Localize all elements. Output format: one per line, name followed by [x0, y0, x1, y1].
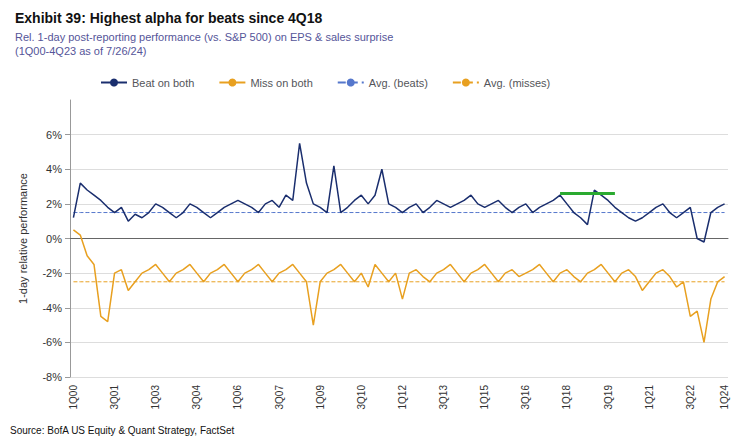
svg-text:3Q22: 3Q22 [685, 385, 696, 410]
svg-text:0%: 0% [46, 233, 62, 245]
svg-text:2%: 2% [46, 198, 62, 210]
svg-text:1Q24: 1Q24 [719, 385, 730, 410]
svg-text:4%: 4% [46, 163, 62, 175]
svg-text:1Q21: 1Q21 [644, 385, 655, 410]
svg-text:Beat on both: Beat on both [132, 77, 194, 89]
svg-text:3Q19: 3Q19 [603, 385, 614, 410]
svg-text:3Q04: 3Q04 [191, 385, 202, 410]
svg-text:1Q15: 1Q15 [479, 385, 490, 410]
svg-text:1-day relative performance: 1-day relative performance [17, 173, 29, 304]
svg-text:3Q16: 3Q16 [520, 385, 531, 410]
svg-text:3Q01: 3Q01 [109, 385, 120, 410]
svg-text:Avg. (beats): Avg. (beats) [369, 77, 428, 89]
svg-text:1Q12: 1Q12 [397, 385, 408, 410]
svg-text:1Q00: 1Q00 [68, 385, 79, 410]
svg-text:3Q07: 3Q07 [274, 385, 285, 410]
svg-text:3Q10: 3Q10 [356, 385, 367, 410]
svg-text:Avg. (misses): Avg. (misses) [484, 77, 550, 89]
svg-text:3Q13: 3Q13 [438, 385, 449, 410]
svg-text:Exhibit 39: Highest alpha for: Exhibit 39: Highest alpha for beats sinc… [15, 10, 323, 26]
svg-text:-4%: -4% [42, 302, 62, 314]
svg-text:-2%: -2% [42, 267, 62, 279]
svg-text:1Q06: 1Q06 [232, 385, 243, 410]
svg-text:Miss on both: Miss on both [250, 77, 312, 89]
svg-text:(1Q00-4Q23 as of 7/26/24): (1Q00-4Q23 as of 7/26/24) [15, 45, 146, 57]
svg-text:-6%: -6% [42, 336, 62, 348]
svg-text:1Q18: 1Q18 [561, 385, 572, 410]
svg-text:-8%: -8% [42, 371, 62, 383]
svg-text:1Q03: 1Q03 [150, 385, 161, 410]
svg-text:Source: BofA US Equity & Quant: Source: BofA US Equity & Quant Strategy,… [10, 425, 235, 436]
svg-text:Rel. 1-day post-reporting perf: Rel. 1-day post-reporting performance (v… [15, 31, 393, 43]
svg-text:1Q09: 1Q09 [315, 385, 326, 410]
svg-text:6%: 6% [46, 129, 62, 141]
